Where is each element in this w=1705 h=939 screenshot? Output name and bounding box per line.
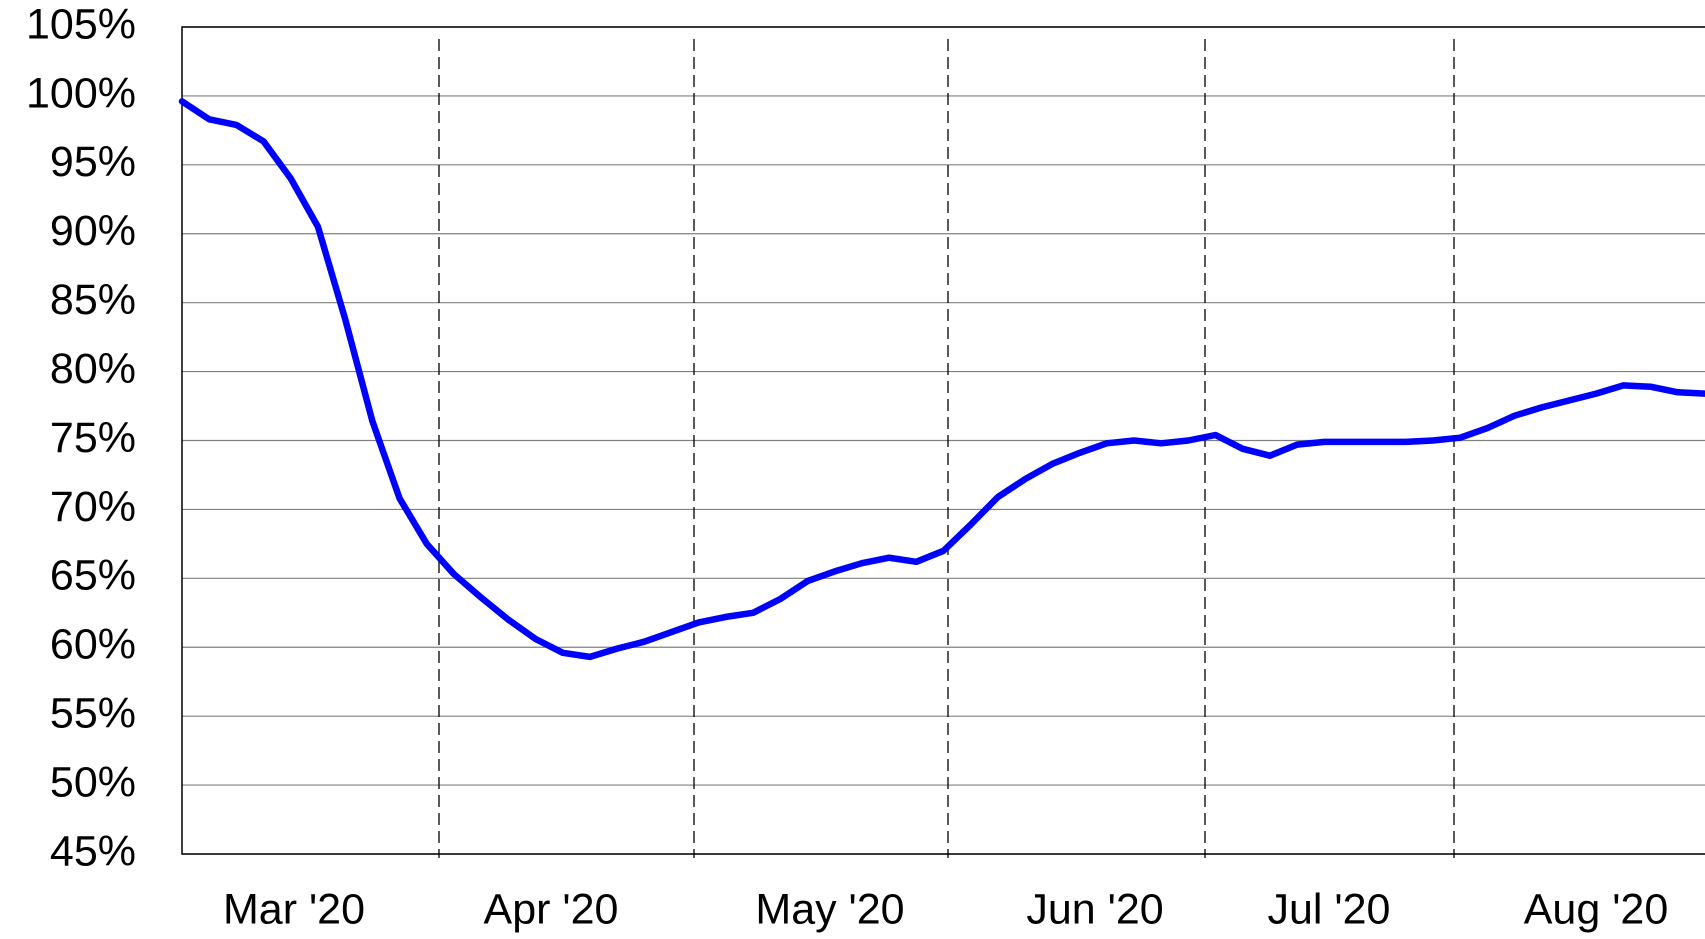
y-tick-label: 85% (50, 276, 136, 324)
y-tick-label: 80% (50, 345, 136, 393)
x-tick-label: May '20 (755, 885, 904, 933)
y-tick-label: 60% (50, 621, 136, 669)
y-tick-label: 75% (50, 414, 136, 462)
y-tick-label: 95% (50, 138, 136, 186)
y-tick-label: 55% (50, 690, 136, 738)
plot-frame (181, 26, 1705, 855)
data-line (178, 98, 1705, 661)
y-tick-label: 105% (26, 0, 136, 48)
y-tick-label: 50% (50, 758, 136, 806)
y-tick-label: 100% (26, 69, 136, 117)
x-tick-label: Aug '20 (1524, 885, 1669, 933)
x-tick-label: Mar '20 (223, 885, 365, 933)
x-tick-label: Jun '20 (1026, 885, 1163, 933)
x-tick-label: Jul '20 (1268, 885, 1391, 933)
y-tick-label: 70% (50, 483, 136, 531)
y-tick-label: 45% (50, 827, 136, 875)
x-tick-label: Apr '20 (484, 885, 619, 933)
y-tick-label: 65% (50, 552, 136, 600)
y-tick-label: 90% (50, 207, 136, 255)
